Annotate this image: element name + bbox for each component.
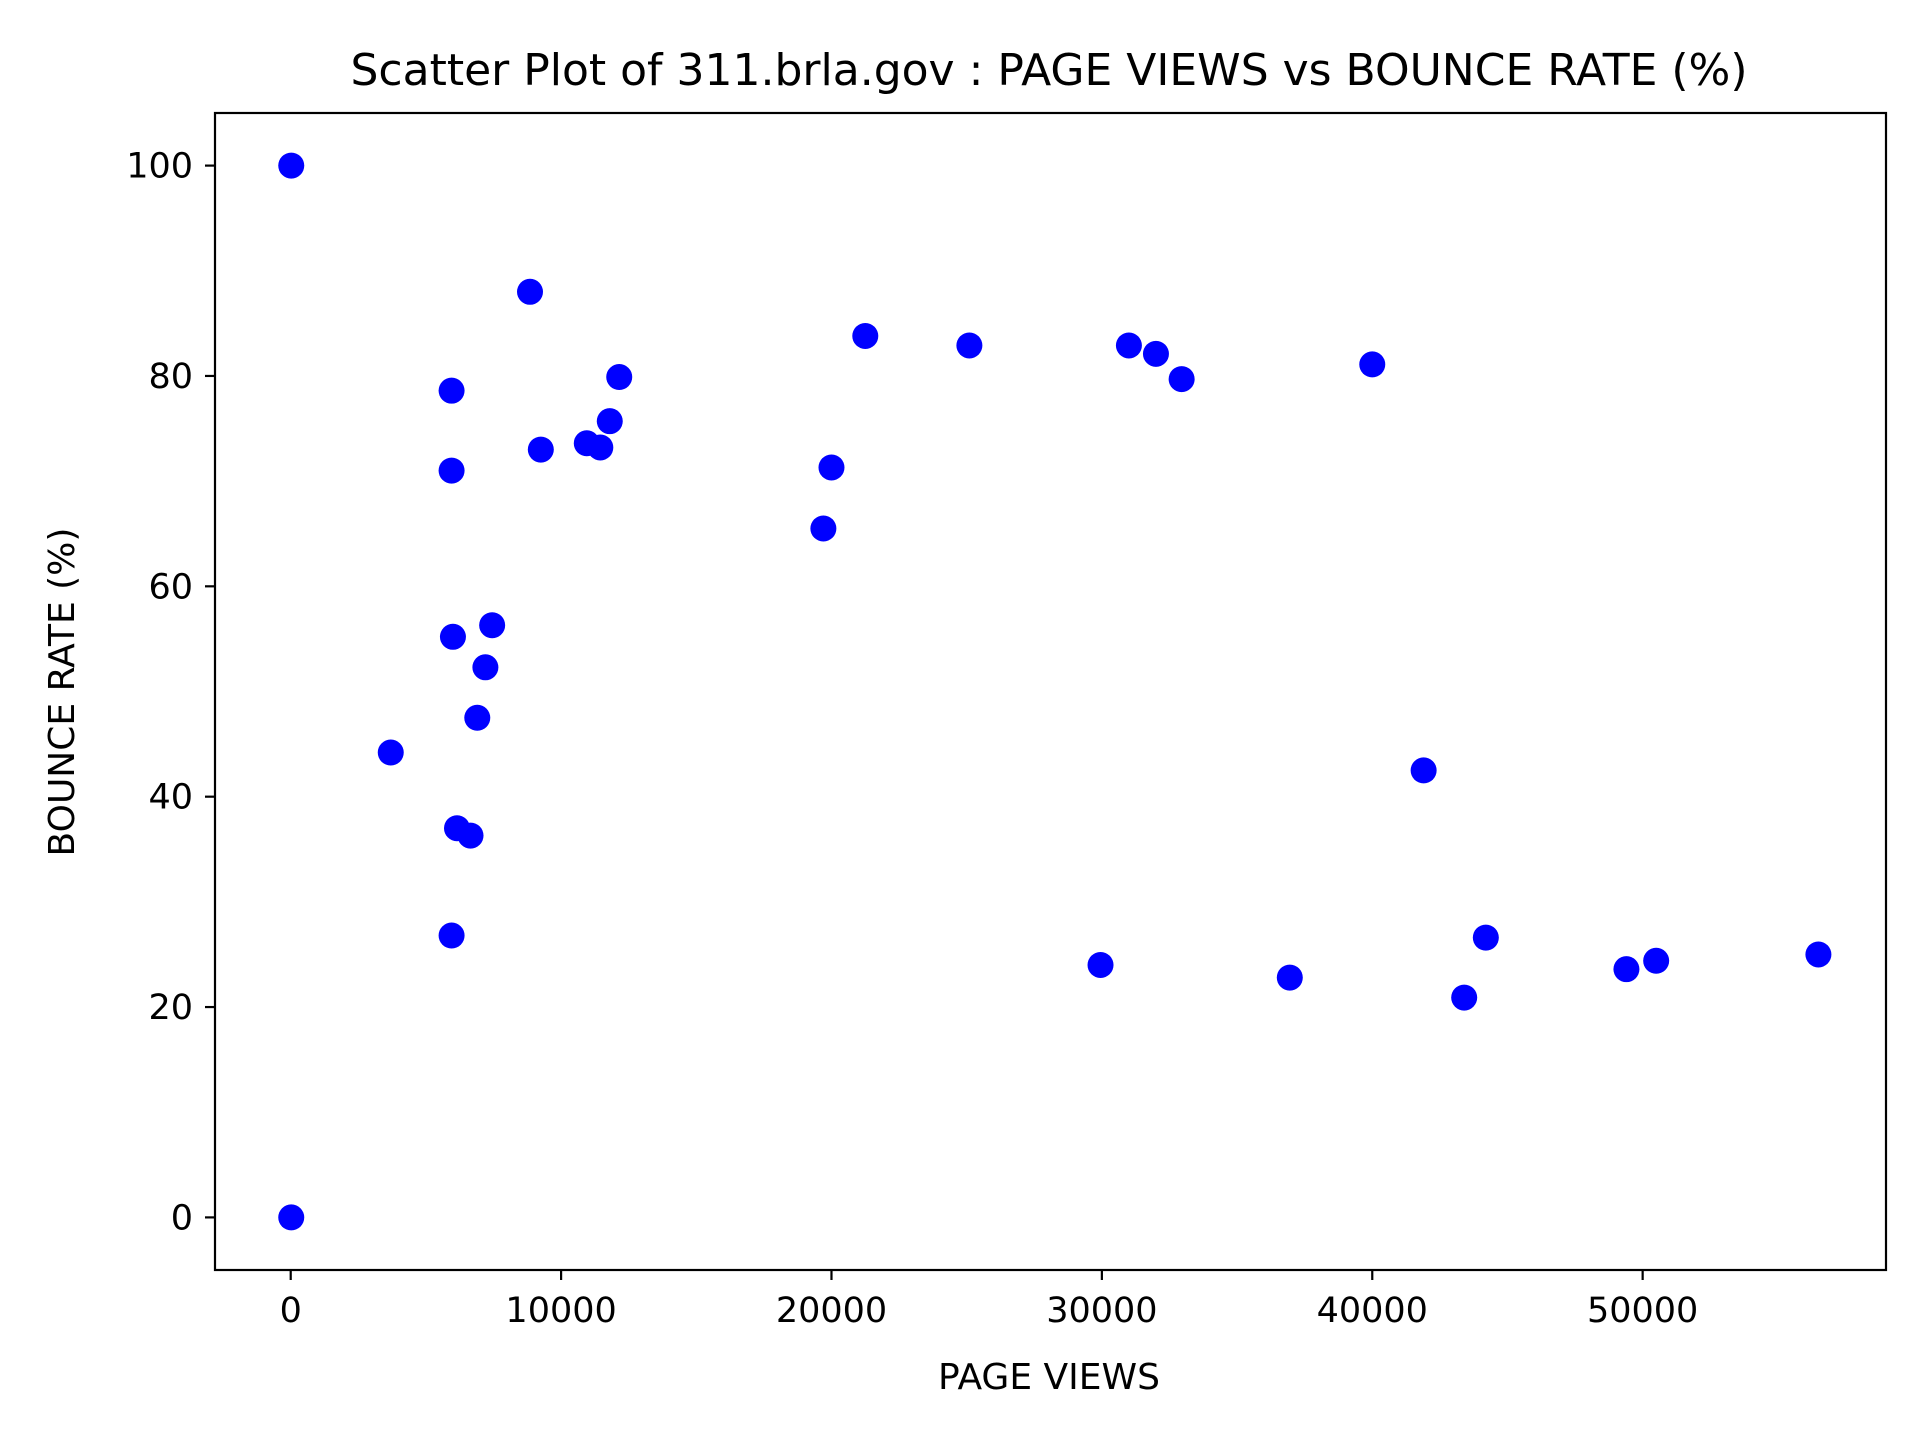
scatter-point — [1087, 951, 1114, 978]
scatter-point — [1168, 366, 1195, 393]
scatter-point — [1472, 924, 1499, 951]
y-tick-label: 80 — [148, 357, 193, 397]
scatter-point — [278, 1204, 305, 1231]
scatter-point — [438, 377, 465, 404]
scatter-point — [1359, 351, 1386, 378]
x-tick-label: 10000 — [505, 1291, 616, 1331]
scatter-point — [1142, 340, 1169, 367]
x-tick-label: 30000 — [1046, 1291, 1157, 1331]
scatter-point — [596, 408, 623, 435]
scatter-point — [438, 922, 465, 949]
scatter-point — [1451, 984, 1478, 1011]
x-tick-label: 50000 — [1587, 1291, 1698, 1331]
scatter-point — [1276, 964, 1303, 991]
chart-title: Scatter Plot of 311.brla.gov : PAGE VIEW… — [350, 45, 1747, 96]
scatter-point — [587, 434, 614, 461]
y-axis-label: BOUNCE RATE (%) — [42, 528, 83, 857]
scatter-point — [818, 454, 845, 481]
scatter-point — [1643, 947, 1670, 974]
scatter-point — [517, 278, 544, 305]
scatter-point — [1410, 757, 1437, 784]
scatter-point — [606, 364, 633, 391]
scatter-point — [527, 436, 554, 463]
scatter-point — [810, 515, 837, 542]
scatter-point — [1115, 332, 1142, 359]
x-tick-label: 40000 — [1317, 1291, 1428, 1331]
plot-area-frame — [213, 111, 1888, 1272]
scatter-point — [1805, 941, 1832, 968]
scatter-point — [1613, 956, 1640, 983]
scatter-point — [457, 822, 484, 849]
scatter-point — [472, 654, 499, 681]
scatter-point — [439, 623, 466, 650]
y-tick-label: 20 — [148, 988, 193, 1028]
x-tick-label: 0 — [280, 1291, 302, 1331]
scatter-point — [438, 457, 465, 484]
x-axis-label: PAGE VIEWS — [938, 1357, 1160, 1398]
y-tick-label: 100 — [126, 147, 193, 187]
y-tick-label: 60 — [148, 567, 193, 607]
scatter-point — [464, 704, 491, 731]
x-axis-ticks: 0 10000 20000 30000 40000 50000 — [280, 1270, 1698, 1331]
y-tick-label: 0 — [171, 1198, 193, 1238]
scatter-point — [852, 322, 879, 349]
x-tick-label: 20000 — [776, 1291, 887, 1331]
y-axis-ticks: 0 20 40 60 80 100 — [126, 147, 215, 1238]
data-points — [278, 152, 1832, 1231]
scatter-point — [377, 739, 404, 766]
scatter-point — [956, 332, 983, 359]
scatter-point — [278, 152, 305, 179]
scatter-point — [479, 612, 506, 639]
y-tick-label: 40 — [148, 778, 193, 818]
